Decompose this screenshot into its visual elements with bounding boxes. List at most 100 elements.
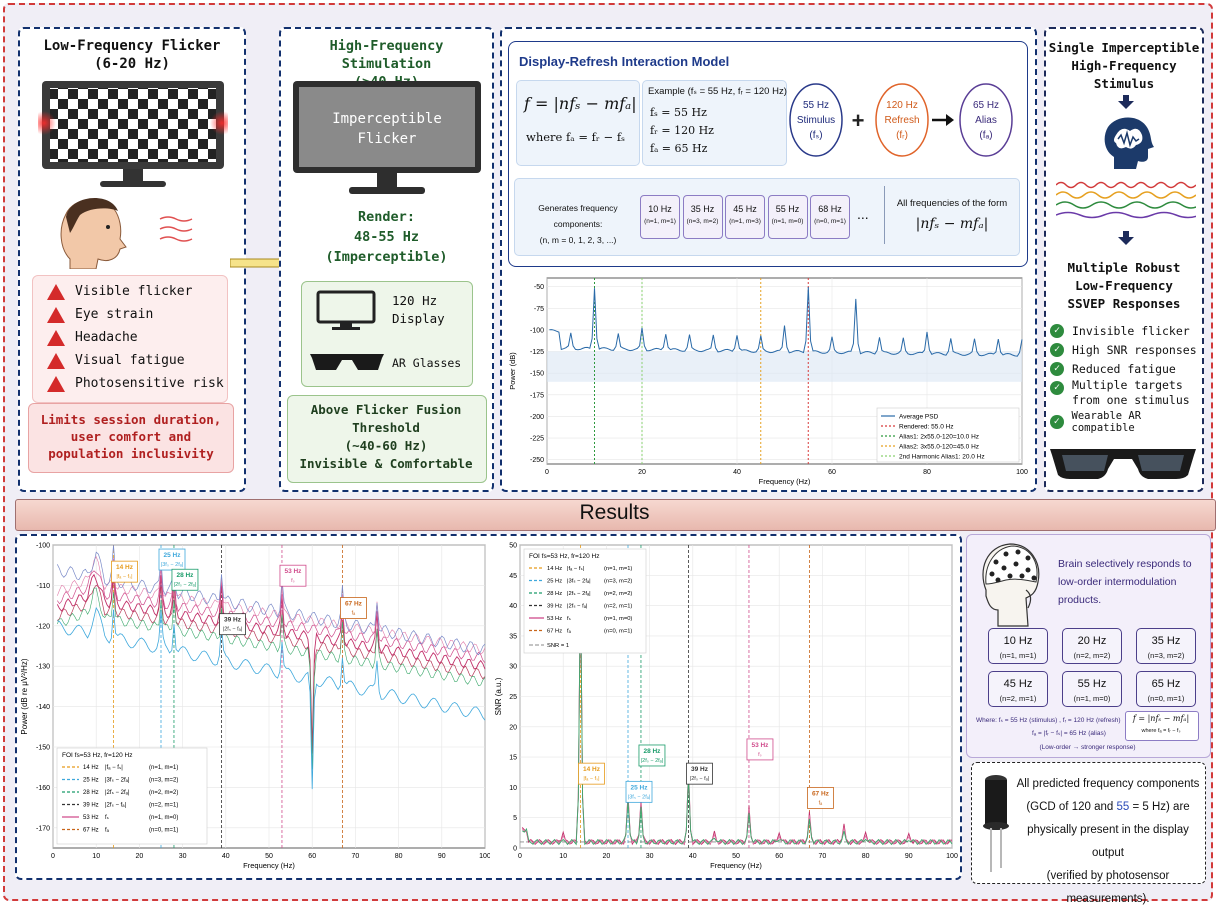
x-tick-label: 20 <box>603 853 611 860</box>
low-freq-title: Low-Frequency Flicker <box>43 38 221 54</box>
annotation-freq: 39 Hz <box>691 766 709 773</box>
subject-trace <box>57 558 486 664</box>
down-arrow-icon <box>1118 231 1134 245</box>
chip-frequency: 20 Hz <box>1077 635 1107 648</box>
x-tick-label: 60 <box>308 853 316 860</box>
circle-line: (fₛ) <box>809 130 823 141</box>
y-axis-label: Power (dB) <box>508 352 517 390</box>
chip-indices: (n=1, m=3) <box>729 217 761 225</box>
low-frequency-panel: Low-Frequency Flicker (6-20 Hz) Visible … <box>18 27 246 492</box>
photosensor-text: All predicted frequency components (GCD … <box>1014 773 1202 911</box>
generates-line: (n, m = 0, 1, 2, 3, ...) <box>539 235 617 245</box>
snr-chart: 0 10 20 30 40 50 60 70 80 90 100 0 5 10 15 20 25 30 35 40 45… <box>494 543 958 871</box>
x-axis-label: Frequency (Hz) <box>243 861 295 870</box>
y-axis-label: Power (dB re μV²/Hz) <box>20 658 29 735</box>
y-tick-label: -100 <box>36 543 50 550</box>
fusion-box <box>287 395 487 483</box>
annotation-box <box>686 762 713 785</box>
chip-indices: (n=2, m=1) <box>999 694 1037 704</box>
photosensor-span: (GCD of 120 and <box>1026 801 1117 813</box>
legend-expr: |fₐ − fₛ| <box>105 765 123 771</box>
generates-line: Generates frequency components: <box>538 203 618 229</box>
legend-freq: 25 Hz <box>547 579 562 585</box>
legend-freq: 25 Hz <box>83 778 99 784</box>
benefit-item: ✓ Multiple targets from one stimulus <box>1050 378 1206 412</box>
legend-freq: 39 Hz <box>547 604 562 610</box>
subject-trace <box>56 567 486 752</box>
chip-frequency: 45 Hz <box>1003 678 1033 691</box>
results-bar <box>15 499 1216 531</box>
y-tick-label: -225 <box>530 436 544 443</box>
x-tick-label: 90 <box>905 853 913 860</box>
y-tick-label: 35 <box>509 633 517 640</box>
frequency-chip: 45 Hz (n=1, m=3) <box>725 195 765 239</box>
frequency-circles: + <box>789 83 1013 157</box>
legend-label: SNR = 1 <box>547 643 569 649</box>
legend-indices: (n=2, m=1) <box>149 803 178 809</box>
render-line: (Imperceptible) <box>325 249 448 265</box>
annotation-expr: |fₐ − fₛ| <box>583 776 599 782</box>
y-tick-label: -150 <box>530 371 544 378</box>
equation-where: where fₐ = fᵣ − fₛ <box>526 130 625 144</box>
benefits-list: ✓ Invisible flicker ✓ High SNR responses ✓… <box>1050 321 1206 434</box>
legend-label: 2nd Harmonic Alias1: 20.0 Hz <box>899 454 985 461</box>
annotation-expr: fₐ <box>352 611 357 617</box>
legend-expr: |fₐ − fₛ| <box>567 566 584 572</box>
y-tick-label: -160 <box>36 785 50 792</box>
frequency-chip: 20 Hz (n=2, m=2) <box>1062 628 1122 664</box>
refresh-circle: 120 Hz Refresh (fᵣ) <box>876 98 928 143</box>
legend-label: Rendered: 55.0 Hz <box>899 424 954 431</box>
x-tick-label: 10 <box>559 853 567 860</box>
annotation-expr: |2fₛ − 2fₐ| <box>641 758 663 764</box>
x-tick-label: 30 <box>179 853 187 860</box>
y-tick-label: 45 <box>509 573 517 580</box>
ellipsis: ... <box>857 206 869 222</box>
legend-indices: (n=2, m=2) <box>149 790 178 796</box>
legend-label: Average PSD <box>899 414 939 421</box>
legend-indices: (n=1, m=0) <box>149 815 178 821</box>
frequency-chip: 55 Hz (n=1, m=0) <box>1062 671 1122 707</box>
y-tick-label: -150 <box>36 745 50 752</box>
psd-line <box>549 286 1023 357</box>
legend-freq: 67 Hz <box>547 629 562 635</box>
legend-title: FOI fs=53 Hz, fr=120 Hz <box>529 553 599 560</box>
brain-formula: f = |nfₛ − mfₐ| <box>1132 714 1190 723</box>
check-icon: ✓ <box>1050 342 1064 357</box>
equation-box <box>516 80 640 166</box>
x-tick-label: 90 <box>438 853 446 860</box>
snr-trace <box>521 582 953 846</box>
y-tick-label: -140 <box>36 704 50 711</box>
legend-freq: 39 Hz <box>83 803 99 809</box>
legend-freq: 28 Hz <box>547 591 562 597</box>
single-stimulus-title: Single Imperceptible High-Frequency Stim… <box>1046 39 1202 93</box>
x-tick-label: 80 <box>923 469 931 476</box>
legend-box <box>523 548 647 654</box>
symptom-row: Headache <box>33 326 227 349</box>
y-tick-label: 15 <box>509 755 517 762</box>
check-icon: ✓ <box>1050 414 1064 429</box>
screen-text-line: Imperceptible <box>332 111 442 127</box>
photosensor-icon <box>983 775 1009 872</box>
x-tick-label: 100 <box>479 853 490 860</box>
chip-indices: (n=0, m=1) <box>814 217 846 225</box>
x-tick-label: 70 <box>352 853 360 860</box>
annotation-box <box>746 738 774 761</box>
legend-indices: (n=2, m=2) <box>604 591 632 597</box>
chip-frequency: 68 Hz <box>818 203 842 214</box>
legend-expr: fₐ <box>567 629 572 635</box>
y-tick-label: 25 <box>509 694 517 701</box>
y-tick-label: 40 <box>509 603 517 610</box>
annotation-box <box>171 568 199 591</box>
frequency-chip: 35 Hz (n=3, m=2) <box>1136 628 1196 664</box>
render-text: Render: 48-55 Hz (Imperceptible) <box>281 207 492 267</box>
warning-icon <box>47 329 65 346</box>
circle-line: (fᵣ) <box>896 130 908 141</box>
annotation-freq: 25 Hz <box>164 552 182 559</box>
y-tick-label: 30 <box>509 664 517 671</box>
benefit-label: Invisible flicker <box>1072 323 1190 338</box>
x-tick-label: 80 <box>862 853 870 860</box>
y-tick-label: -170 <box>36 825 50 832</box>
high-freq-title: High-Frequency Stimulation <box>329 38 444 72</box>
x-tick-label: 40 <box>733 469 741 476</box>
brain-where-2: fₐ = |fᵣ − fₛ| = 65 Hz (alias) <box>1032 730 1106 737</box>
